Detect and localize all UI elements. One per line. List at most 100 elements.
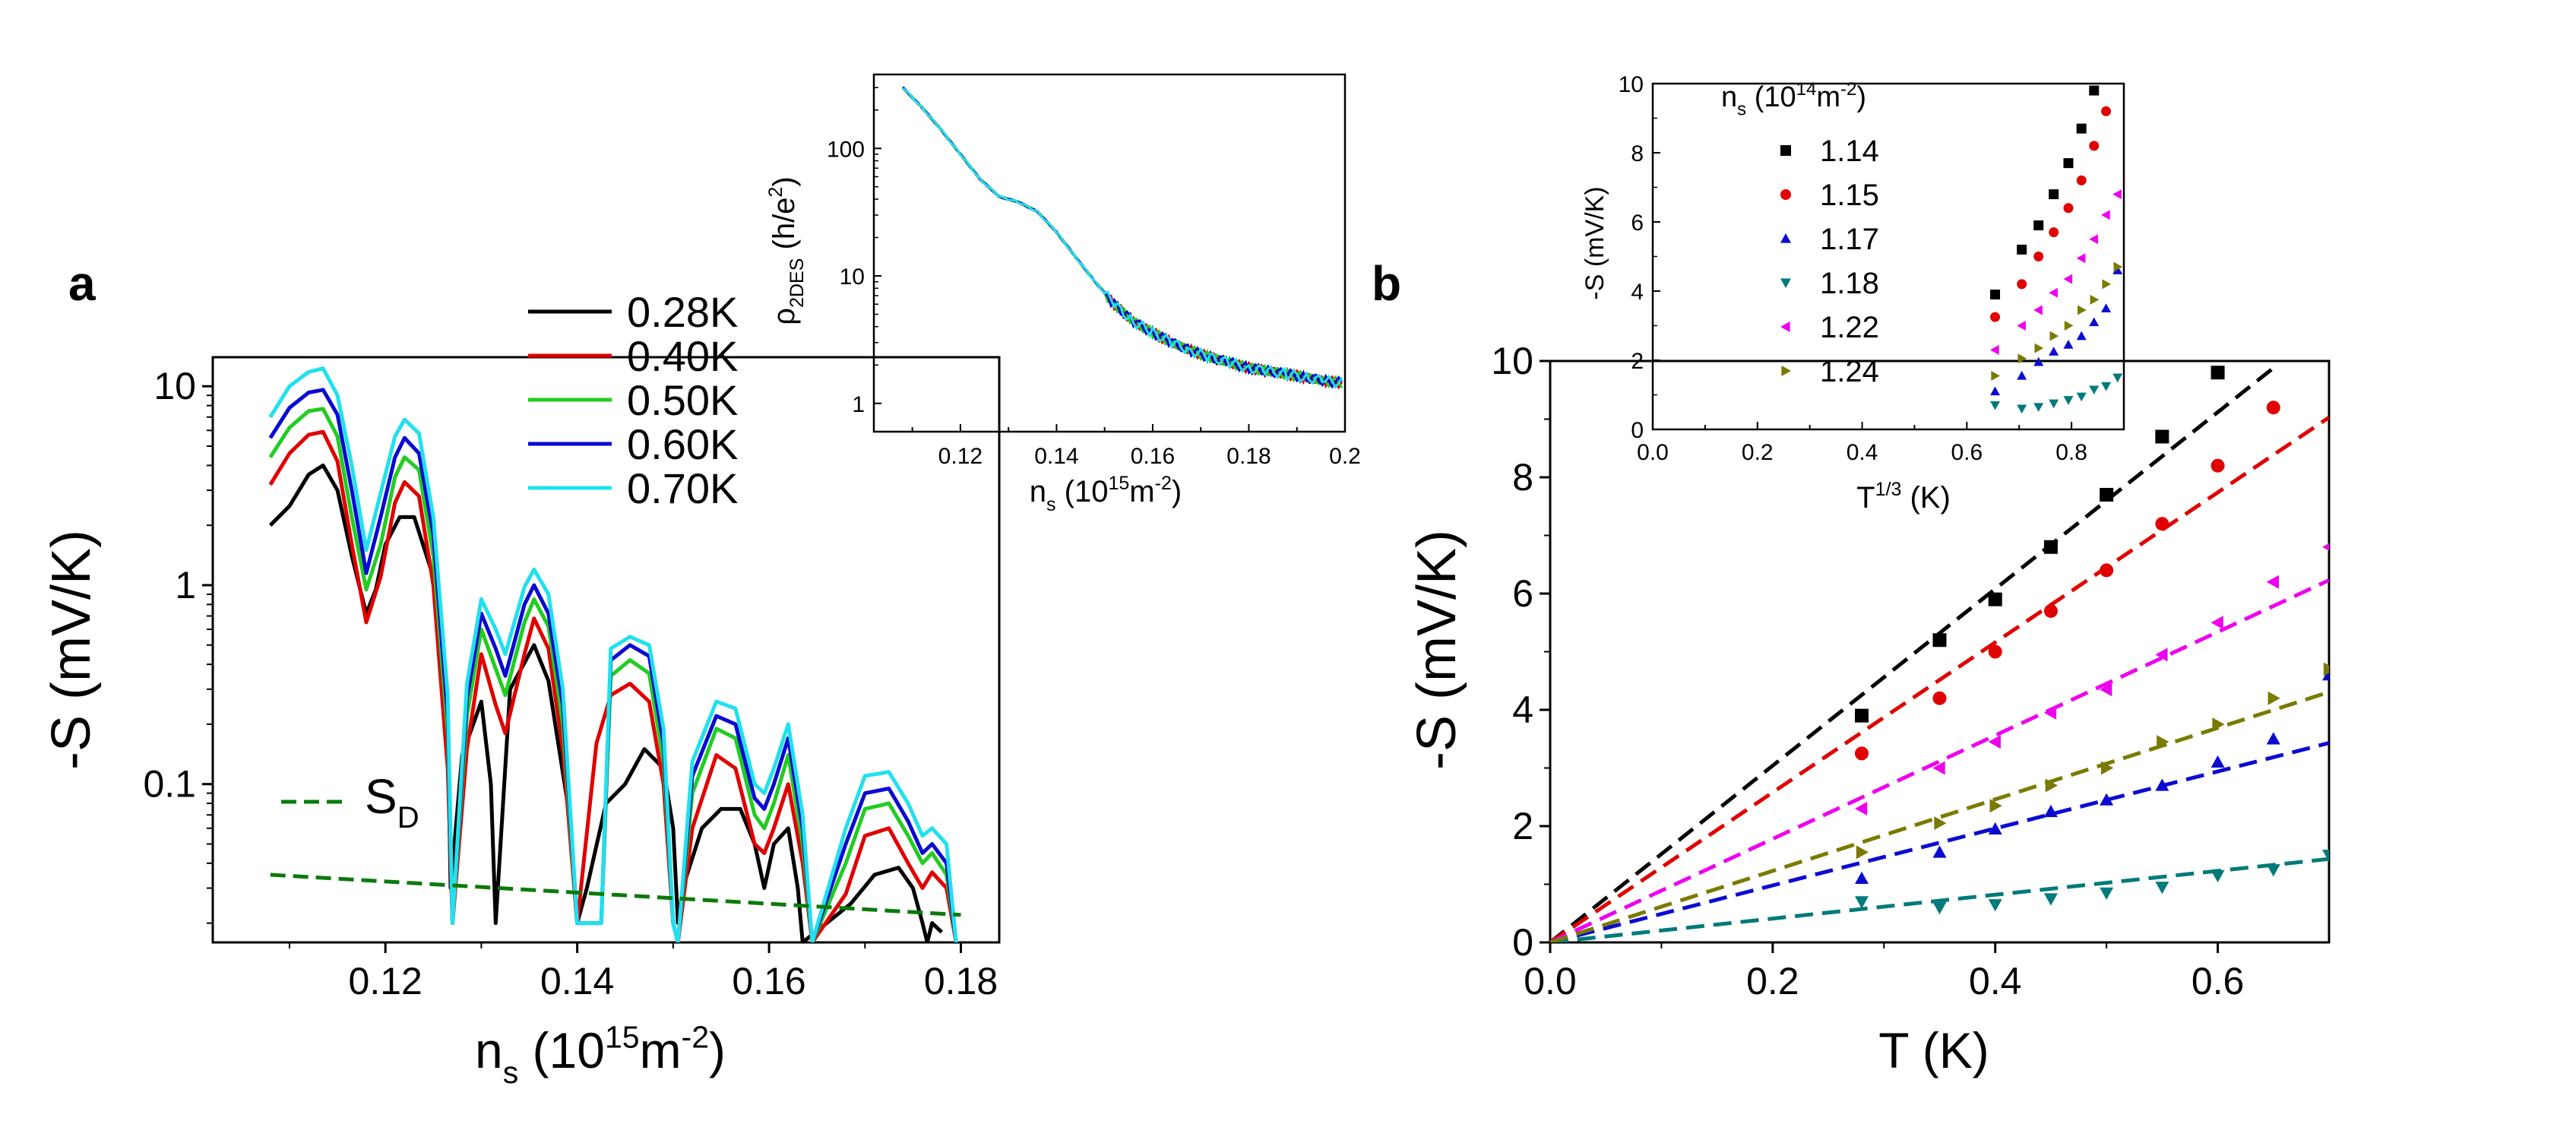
inset-legend-marker-1.15 [1780,189,1791,200]
data-point-1.18 [1932,901,1947,915]
data-point-1.17 [1932,845,1947,858]
panel-b-chart: 0.0 0.2 0.4 0.6 0 2 4 6 8 10 T (K) -S (mV/K) [1407,340,2331,1078]
inset-point-1.15 [2089,141,2100,151]
data-point-1.18 [1988,899,2002,912]
inset-x-tick-label: 0.16 [1131,444,1175,469]
legend-label-sd: SD [365,769,419,834]
data-point-1.15 [2266,401,2280,415]
data-point-1.24 [1856,845,1869,860]
inset-legend-label-1.22: 1.22 [1820,311,1879,344]
data-point-1.22 [2266,575,2279,589]
data-point-1.24 [1989,799,2002,813]
x-tick-label: 0.4 [1969,960,2022,1002]
x-tick-label: 0.2 [1746,960,1799,1002]
legend-label-0.70K: 0.70K [627,464,738,512]
inset-point-1.22 [2063,274,2073,284]
data-point-1.22 [1855,802,1868,816]
data-point-1.18 [2043,893,2058,906]
data-point-1.15 [1932,691,1947,705]
x-tick-label: 0.16 [732,960,805,1002]
inset-y-tick-label: 10 [840,264,865,290]
panel-label-b: b [1372,256,1401,311]
data-point-1.22 [2155,648,2168,662]
fit-line-1.18 [1550,857,2329,942]
data-point-1.15 [1988,644,2002,659]
fit-line-1.14 [1550,366,2275,942]
inset-y-tick-label: 6 [1631,211,1644,236]
inset-y-axis-label: ρ2DES (h/e2) [765,176,808,325]
fit-line-1.15 [1550,416,2329,942]
inset-point-1.24 [1991,370,2001,381]
inset-point-1.15 [2049,227,2059,238]
inset-x-tick-label: 0.8 [2055,440,2087,465]
inset-point-1.22 [2101,210,2110,220]
inset-point-1.24 [2064,321,2074,331]
x-axis-label: ns (1015m-2) [475,1020,726,1090]
data-point-1.18 [2210,869,2225,883]
inset-point-1.22 [2089,234,2098,245]
x-tick-label: 0.6 [2191,960,2245,1002]
inset-legend-marker-1.24 [1781,366,1791,376]
inset-point-1.18 [2063,396,2074,405]
inset-point-1.17 [2089,317,2100,327]
y-tick-label: 10 [153,365,196,407]
inset-x-tick-label: 0.0 [1637,440,1669,465]
legend-label-0.40K: 0.40K [627,332,738,380]
data-point-1.24 [2100,761,2114,775]
inset-point-1.18 [2112,373,2123,383]
panel-a-series-group [268,366,961,942]
panel-a-chart: 0.12 0.14 0.16 0.18 0.1 1 10 ns (1015m-2) -S (mV… [41,288,1001,1090]
inset-point-1.18 [2101,382,2112,391]
inset-point-1.18 [1990,401,2001,410]
data-point-1.14 [1932,633,1947,648]
data-point-1.18 [2266,864,2280,877]
data-point-1.17 [1988,822,2002,835]
data-point-1.24 [2212,717,2225,732]
inset-point-1.24 [2078,305,2087,315]
data-point-1.24 [2157,735,2169,749]
inset-legend-label-1.17: 1.17 [1820,223,1879,256]
inset-y-tick-label: 10 [1619,72,1644,97]
data-point-1.15 [2100,563,2114,578]
inset-point-1.22 [2076,253,2086,264]
data-point-1.17 [1855,871,1869,885]
inset-legend-marker-1.18 [1780,278,1791,288]
inset-point-1.17 [2076,331,2087,340]
y-tick-label: 6 [1512,572,1533,615]
inset-point-1.14 [2049,189,2059,200]
inset-point-1.14 [2017,244,2027,255]
y-tick-label: 8 [1512,456,1533,499]
inset-point-1.22 [2112,189,2122,200]
inset-b-frame [1651,82,2125,431]
inset-legend-label-1.24: 1.24 [1820,355,1879,388]
x-tick-label: 0.0 [1524,960,1577,1002]
inset-point-1.18 [2089,385,2100,395]
data-point-1.18 [2322,850,2329,863]
inset-point-1.17 [1990,386,2001,396]
inset-point-1.24 [2017,353,2027,364]
legend-label-0.50K: 0.50K [627,376,738,424]
inset-legend-marker-1.22 [1780,321,1790,332]
data-point-1.22 [1988,735,2001,749]
inset-b-points [1990,85,2123,414]
x-tick-label: 0.18 [924,960,998,1002]
inset-point-1.24 [2113,261,2123,272]
inset-point-1.17 [2049,347,2059,356]
data-point-1.22 [2043,705,2057,720]
inset-y-tick-label: 2 [1631,349,1644,374]
inset-point-1.22 [2033,305,2043,315]
data-point-1.22 [1932,761,1945,775]
data-point-1.24 [2045,778,2058,793]
y-tick-label: 1 [175,564,196,606]
inset-legend-label-1.18: 1.18 [1820,267,1879,300]
y-tick-label: 2 [1512,805,1533,847]
data-point-1.24 [2267,691,2280,705]
inset-x-tick-label: 0.2 [1742,440,1774,465]
series-line-0.70K [268,366,958,942]
data-point-1.18 [2100,887,2114,900]
legend-label-0.60K: 0.60K [627,420,738,468]
inset-point-1.15 [2033,252,2044,261]
inset-a-curve [902,87,1343,389]
inset-legend-label-1.14: 1.14 [1820,135,1879,168]
data-point-1.15 [2210,458,2225,473]
